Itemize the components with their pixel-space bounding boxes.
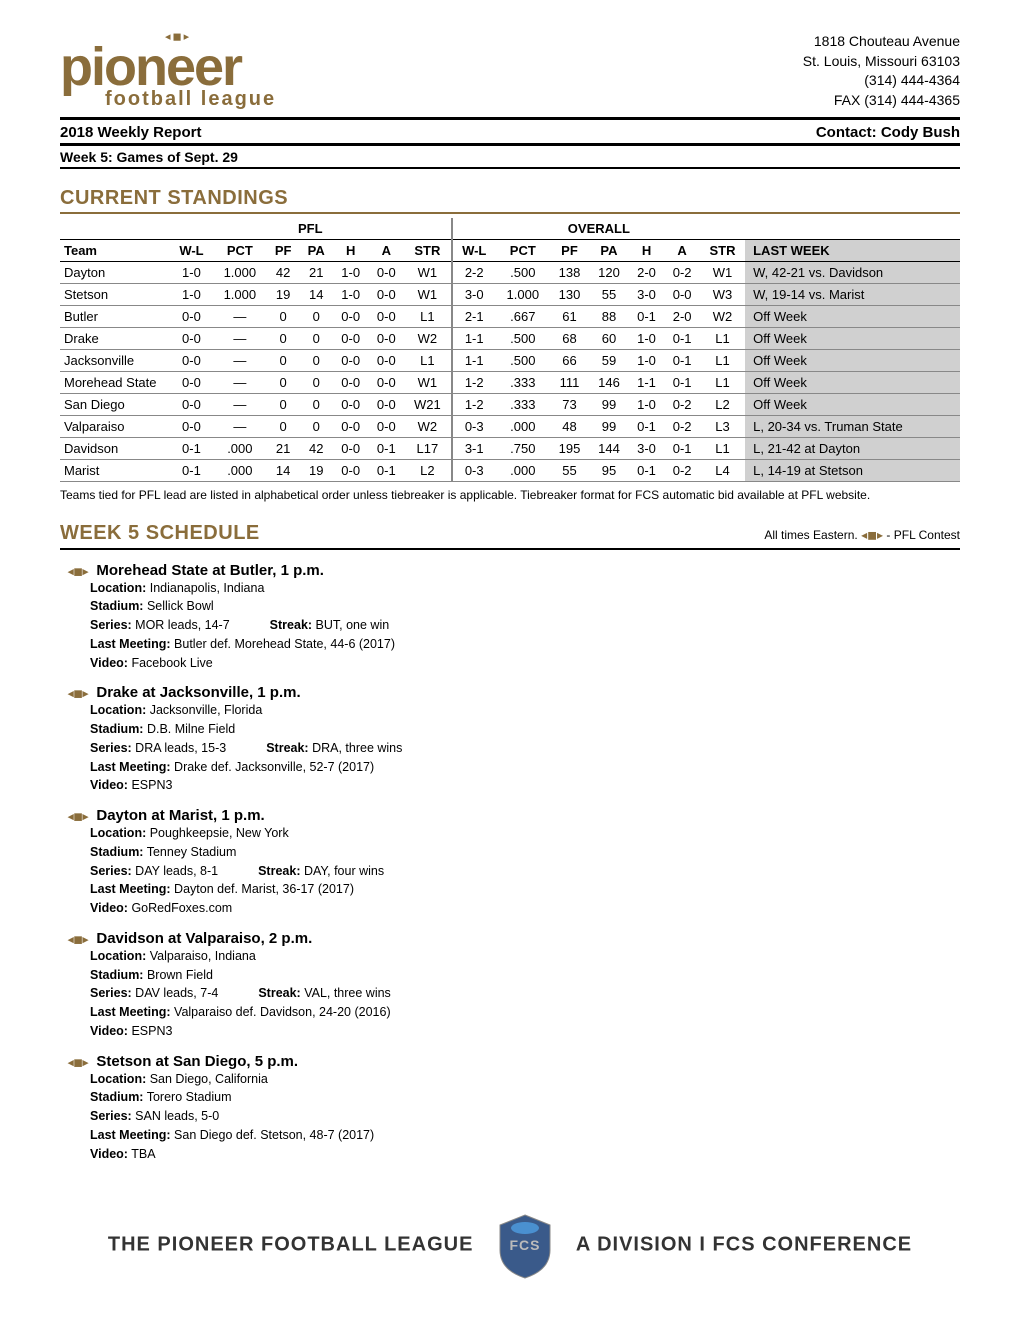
game-details: Location: Valparaiso, IndianaStadium: Br… (90, 947, 960, 1041)
standings-title: CURRENT STANDINGS (60, 187, 960, 214)
table-row: San Diego0-0—000-00-0W211-2.33373991-00-… (60, 393, 960, 415)
game-details: Location: San Diego, CaliforniaStadium: … (90, 1070, 960, 1164)
team-name: Stetson (60, 283, 170, 305)
col-h1: H (333, 239, 369, 261)
col-str2: STR (700, 239, 745, 261)
table-row: Jacksonville0-0—000-00-0L11-1.50066591-0… (60, 349, 960, 371)
pfl-icon: ◂◼▸ (68, 1057, 88, 1069)
pfl-icon: ◂◼▸ (68, 566, 88, 578)
last-week-cell: Off Week (745, 327, 960, 349)
last-week-cell: L, 20-34 vs. Truman State (745, 415, 960, 437)
team-name: Marist (60, 459, 170, 481)
col-pf1: PF (267, 239, 300, 261)
col-wl1: W-L (170, 239, 213, 261)
team-name: Drake (60, 327, 170, 349)
col-pct1: PCT (213, 239, 267, 261)
table-row: Drake0-0—000-00-0W21-1.50068601-00-1L1Of… (60, 327, 960, 349)
game-block: ◂◼▸ Stetson at San Diego, 5 p.m.Location… (68, 1053, 960, 1164)
last-week-cell: Off Week (745, 349, 960, 371)
team-name: Jacksonville (60, 349, 170, 371)
col-team: Team (60, 239, 170, 261)
team-name: Dayton (60, 261, 170, 283)
pfl-icon: ◂◼▸ (68, 811, 88, 823)
col-pct2: PCT (496, 239, 550, 261)
col-pa2: PA (589, 239, 628, 261)
col-pf2: PF (550, 239, 589, 261)
col-pa1: PA (300, 239, 333, 261)
game-block: ◂◼▸ Dayton at Marist, 1 p.m.Location: Po… (68, 807, 960, 918)
week-label: Week 5: Games of Sept. 29 (60, 149, 238, 165)
logo: ◂◼▸ pioneer football league (60, 30, 276, 111)
table-row: Valparaiso0-0—000-00-0W20-3.00048990-10-… (60, 415, 960, 437)
game-title: ◂◼▸ Drake at Jacksonville, 1 p.m. (68, 684, 960, 701)
pfl-icon: ◂◼▸ (68, 688, 88, 700)
col-wl2: W-L (452, 239, 496, 261)
table-row: Marist0-1.00014190-00-1L20-3.00055950-10… (60, 459, 960, 481)
game-title: ◂◼▸ Davidson at Valparaiso, 2 p.m. (68, 930, 960, 947)
last-week-cell: L, 21-42 at Dayton (745, 437, 960, 459)
team-name: Morehead State (60, 371, 170, 393)
pfl-icon: ◂◼▸ (68, 934, 88, 946)
table-row: Stetson1-01.00019141-00-0W13-01.00013055… (60, 283, 960, 305)
game-title: ◂◼▸ Dayton at Marist, 1 p.m. (68, 807, 960, 824)
divider (60, 167, 960, 169)
team-name: Davidson (60, 437, 170, 459)
last-week-cell: Off Week (745, 393, 960, 415)
game-title: ◂◼▸ Morehead State at Butler, 1 p.m. (68, 562, 960, 579)
game-block: ◂◼▸ Morehead State at Butler, 1 p.m.Loca… (68, 562, 960, 673)
game-details: Location: Poughkeepsie, New YorkStadium:… (90, 824, 960, 918)
table-row: Davidson0-1.00021420-00-1L173-1.75019514… (60, 437, 960, 459)
schedule-title: WEEK 5 SCHEDULE (60, 522, 260, 545)
footer-left: THE PIONEER FOOTBALL LEAGUE (108, 1233, 474, 1255)
pfl-icon: ◂◼▸ (861, 528, 883, 542)
footer: THE PIONEER FOOTBALL LEAGUE FCS A DIVISI… (0, 1210, 1020, 1280)
schedule-tz: All times Eastern. ◂◼▸ - PFL Contest (764, 528, 960, 542)
table-row: Butler0-0—000-00-0L12-1.66761880-12-0W2O… (60, 305, 960, 327)
group-header-row: PFL OVERALL (60, 218, 960, 240)
last-week-cell: W, 42-21 vs. Davidson (745, 261, 960, 283)
fcs-badge-icon: FCS (490, 1210, 560, 1280)
col-h2: H (629, 239, 665, 261)
logo-subtext: football league (105, 88, 276, 111)
week-bar: Week 5: Games of Sept. 29 (60, 143, 960, 165)
standings-table: PFL OVERALL Team W-L PCT PF PA H A STR W… (60, 218, 960, 482)
last-week-cell: Off Week (745, 371, 960, 393)
table-row: Dayton1-01.00042211-00-0W12-2.5001381202… (60, 261, 960, 283)
svg-text:FCS: FCS (509, 1237, 540, 1253)
last-week-cell: L, 14-19 at Stetson (745, 459, 960, 481)
schedule-header: WEEK 5 SCHEDULE All times Eastern. ◂◼▸ -… (60, 522, 960, 550)
team-name: Butler (60, 305, 170, 327)
table-row: Morehead State0-0—000-00-0W11-2.33311114… (60, 371, 960, 393)
overall-header: OVERALL (452, 218, 746, 240)
team-name: Valparaiso (60, 415, 170, 437)
game-details: Location: Indianapolis, IndianaStadium: … (90, 579, 960, 673)
contact: Contact: Cody Bush (816, 124, 960, 141)
last-week-cell: W, 19-14 vs. Marist (745, 283, 960, 305)
logo-text: pioneer (60, 43, 276, 92)
col-str1: STR (404, 239, 452, 261)
pfl-header: PFL (170, 218, 452, 240)
game-details: Location: Jacksonville, FloridaStadium: … (90, 701, 960, 795)
game-title: ◂◼▸ Stetson at San Diego, 5 p.m. (68, 1053, 960, 1070)
address-block: 1818 Chouteau Avenue St. Louis, Missouri… (803, 32, 960, 110)
fax: FAX (314) 444-4365 (803, 91, 960, 111)
report-bar: 2018 Weekly Report Contact: Cody Bush (60, 117, 960, 141)
col-a1: A (369, 239, 405, 261)
report-title: 2018 Weekly Report (60, 124, 201, 141)
address-line1: 1818 Chouteau Avenue (803, 32, 960, 52)
footer-right: A DIVISION I FCS CONFERENCE (576, 1233, 912, 1255)
header: ◂◼▸ pioneer football league 1818 Choutea… (60, 30, 960, 111)
col-a2: A (664, 239, 700, 261)
last-week-cell: Off Week (745, 305, 960, 327)
column-header-row: Team W-L PCT PF PA H A STR W-L PCT PF PA… (60, 239, 960, 261)
phone: (314) 444-4364 (803, 71, 960, 91)
game-block: ◂◼▸ Davidson at Valparaiso, 2 p.m.Locati… (68, 930, 960, 1041)
game-block: ◂◼▸ Drake at Jacksonville, 1 p.m.Locatio… (68, 684, 960, 795)
standings-note: Teams tied for PFL lead are listed in al… (60, 488, 960, 502)
team-name: San Diego (60, 393, 170, 415)
address-line2: St. Louis, Missouri 63103 (803, 52, 960, 72)
col-lastweek: LAST WEEK (745, 239, 960, 261)
